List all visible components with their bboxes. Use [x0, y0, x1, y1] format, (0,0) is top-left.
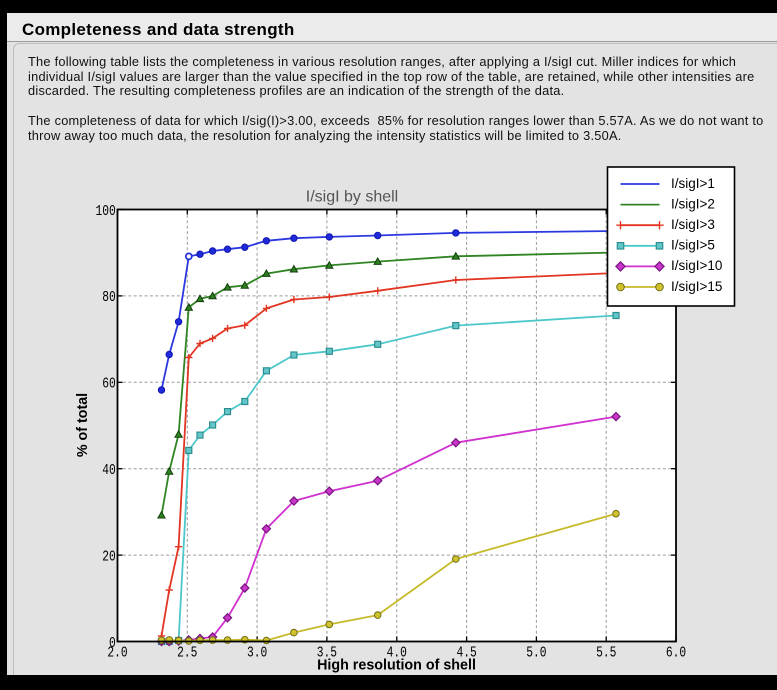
- svg-text:5.0: 5.0: [526, 645, 546, 662]
- svg-text:2.0: 2.0: [107, 645, 127, 662]
- svg-text:60: 60: [102, 376, 115, 393]
- svg-text:3.0: 3.0: [247, 645, 267, 662]
- svg-text:4.5: 4.5: [456, 645, 476, 662]
- svg-text:80: 80: [102, 290, 115, 307]
- svg-text:I/sigI>15: I/sigI>15: [671, 279, 722, 294]
- svg-text:I/sigI>3: I/sigI>3: [671, 217, 715, 232]
- svg-text:I/sigI>10: I/sigI>10: [671, 258, 722, 273]
- svg-text:100: 100: [95, 203, 115, 220]
- svg-text:3.5: 3.5: [317, 645, 337, 662]
- svg-text:I/sigI>5: I/sigI>5: [671, 238, 715, 253]
- svg-text:5.5: 5.5: [596, 645, 616, 662]
- svg-text:20: 20: [102, 549, 115, 566]
- svg-text:4.0: 4.0: [387, 645, 407, 662]
- svg-text:I/sigI by shell: I/sigI by shell: [306, 189, 398, 206]
- svg-text:% of total: % of total: [75, 393, 91, 457]
- svg-text:0: 0: [109, 635, 116, 652]
- svg-text:2.5: 2.5: [177, 645, 197, 662]
- svg-text:40: 40: [102, 463, 115, 480]
- svg-text:I/sigI>2: I/sigI>2: [671, 196, 715, 211]
- svg-text:High resolution of shell: High resolution of shell: [317, 658, 476, 674]
- svg-text:I/sigI>1: I/sigI>1: [671, 176, 715, 191]
- svg-text:6.0: 6.0: [666, 645, 686, 662]
